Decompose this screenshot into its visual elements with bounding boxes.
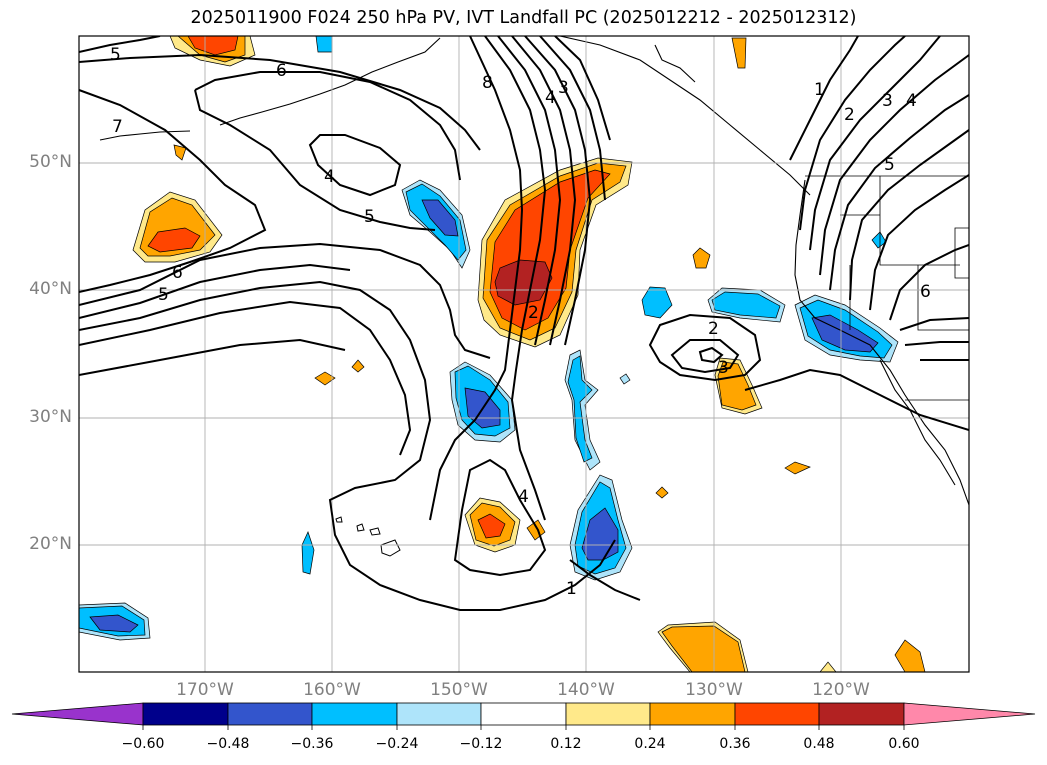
contour-line bbox=[79, 300, 412, 456]
political-borders bbox=[805, 175, 969, 401]
contour-label: 1 bbox=[814, 80, 825, 100]
contour-labels: 5 6 7 8 4 3 4 5 6 5 2 4 1 1 2 3 4 5 6 2 … bbox=[110, 45, 931, 599]
contour-line bbox=[670, 339, 740, 374]
colorbar-extend-low bbox=[11, 702, 144, 726]
colorbar-tick-label: −0.48 bbox=[206, 736, 250, 752]
contour-line bbox=[809, 36, 941, 251]
contour-label: 2 bbox=[708, 319, 719, 339]
contour-line bbox=[789, 36, 859, 161]
north-america-coast bbox=[794, 179, 969, 506]
contour-line bbox=[308, 134, 402, 197]
contour-label: 6 bbox=[920, 282, 931, 302]
contour-line bbox=[497, 36, 562, 346]
colorbar-tick-label: 0.48 bbox=[803, 736, 835, 752]
lon-label: 160°W bbox=[303, 680, 361, 700]
contour-label: 6 bbox=[276, 61, 287, 81]
lat-label: 20°N bbox=[29, 534, 72, 554]
colorbar-tick-label: −0.24 bbox=[375, 736, 419, 752]
contour-label: 3 bbox=[558, 78, 569, 98]
contour-line bbox=[899, 317, 969, 331]
contour-line bbox=[889, 244, 969, 321]
coastlines bbox=[99, 36, 969, 506]
contour-line bbox=[453, 458, 547, 577]
alaska-coast bbox=[219, 37, 441, 126]
contour-label: 5 bbox=[158, 285, 169, 305]
contour-line bbox=[819, 54, 969, 276]
shaded-anomaly-fields bbox=[79, 36, 926, 672]
contour-line bbox=[799, 36, 906, 231]
contour-line bbox=[194, 71, 461, 181]
contour-label: 5 bbox=[364, 207, 375, 227]
lon-label: 150°W bbox=[430, 680, 488, 700]
contour-line bbox=[539, 36, 606, 201]
contour-line bbox=[79, 263, 351, 319]
contour-label: 1 bbox=[566, 579, 577, 599]
contour-label: 4 bbox=[324, 167, 335, 187]
contour-label: 5 bbox=[884, 155, 895, 175]
colorbar-tick-label: −0.12 bbox=[459, 736, 503, 752]
contour-line bbox=[79, 89, 267, 293]
contour-line bbox=[904, 341, 969, 346]
contour-label: 2 bbox=[528, 303, 539, 323]
map-frame bbox=[78, 35, 970, 673]
contour-line bbox=[524, 36, 592, 346]
hawaii-islands bbox=[335, 516, 401, 557]
lon-label: 120°W bbox=[812, 680, 870, 700]
lon-label: 170°W bbox=[176, 680, 234, 700]
colorbar-tick-label: 0.24 bbox=[634, 736, 666, 752]
contour-label: 2 bbox=[844, 105, 855, 125]
contour-line bbox=[869, 174, 969, 311]
lat-label: 30°N bbox=[29, 407, 72, 427]
lat-label: 40°N bbox=[29, 279, 72, 299]
contour-label: 6 bbox=[172, 263, 183, 283]
contour-label: 3 bbox=[718, 358, 729, 378]
plot-title: 2025011900 F024 250 hPa PV, IVT Landfall… bbox=[190, 8, 857, 28]
contour-line bbox=[829, 94, 969, 291]
colorbar-tick-label: 0.60 bbox=[888, 736, 920, 752]
contour-line bbox=[698, 346, 724, 364]
contour-line bbox=[511, 36, 577, 346]
contour-line bbox=[484, 36, 547, 521]
contour-label: 4 bbox=[906, 91, 917, 111]
contour-label: 4 bbox=[518, 487, 529, 507]
contour-label: 7 bbox=[112, 117, 123, 137]
contour-line bbox=[744, 368, 969, 431]
colorbar-tick-label: 0.36 bbox=[719, 736, 751, 752]
contour-line bbox=[79, 242, 491, 359]
contour-label: 5 bbox=[110, 45, 121, 65]
graticule bbox=[79, 36, 969, 672]
colorbar-tick-label: −0.36 bbox=[290, 736, 334, 752]
contour-line bbox=[79, 36, 161, 53]
contour-line bbox=[79, 53, 481, 151]
contour-line bbox=[194, 89, 436, 231]
pv-contours bbox=[79, 36, 969, 611]
contour-line bbox=[648, 313, 762, 382]
colorbar bbox=[11, 702, 1036, 730]
lon-label: 130°W bbox=[685, 680, 743, 700]
contour-label: 4 bbox=[545, 88, 556, 108]
contour-label: 3 bbox=[882, 91, 893, 111]
colorbar-extend-high bbox=[903, 702, 1036, 726]
contour-line bbox=[569, 559, 641, 601]
contour-line bbox=[429, 36, 524, 521]
lon-label: 140°W bbox=[557, 680, 615, 700]
lat-label: 50°N bbox=[29, 152, 72, 172]
contour-label: 8 bbox=[482, 73, 493, 93]
contour-line bbox=[554, 36, 611, 141]
contour-line bbox=[79, 338, 346, 376]
negative-anomaly-top bbox=[315, 36, 333, 53]
colorbar-tick-label: −0.60 bbox=[121, 736, 165, 752]
colorbar-tick-label: 0.12 bbox=[550, 736, 582, 752]
contour-line bbox=[79, 280, 616, 611]
contour-line bbox=[849, 129, 969, 301]
